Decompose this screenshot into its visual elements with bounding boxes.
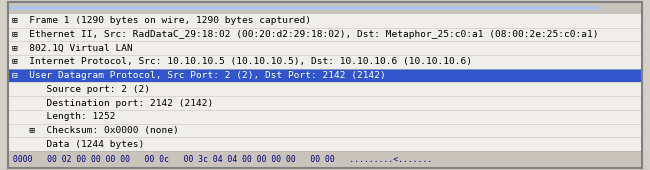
FancyBboxPatch shape: [8, 124, 642, 137]
FancyBboxPatch shape: [8, 96, 642, 110]
FancyBboxPatch shape: [10, 6, 600, 10]
FancyBboxPatch shape: [8, 14, 642, 28]
Text: ⊞  Ethernet II, Src: RadDataC_29:18:02 (00:20:d2:29:18:02), Dst: Metaphor_25:c0:: ⊞ Ethernet II, Src: RadDataC_29:18:02 (0…: [12, 30, 598, 39]
Text: Length: 1252: Length: 1252: [12, 112, 115, 121]
Text: Data (1244 bytes): Data (1244 bytes): [12, 140, 144, 149]
FancyBboxPatch shape: [8, 137, 642, 151]
FancyBboxPatch shape: [8, 69, 642, 82]
Text: ⊞  Frame 1 (1290 bytes on wire, 1290 bytes captured): ⊞ Frame 1 (1290 bytes on wire, 1290 byte…: [12, 16, 311, 25]
Text: ⊟  User Datagram Protocol, Src Port: 2 (2), Dst Port: 2142 (2142): ⊟ User Datagram Protocol, Src Port: 2 (2…: [12, 71, 385, 80]
FancyBboxPatch shape: [8, 55, 642, 69]
Text: Source port: 2 (2): Source port: 2 (2): [12, 85, 150, 94]
Text: ⊞  Internet Protocol, Src: 10.10.10.5 (10.10.10.5), Dst: 10.10.10.6 (10.10.10.6): ⊞ Internet Protocol, Src: 10.10.10.5 (10…: [12, 57, 472, 66]
FancyBboxPatch shape: [8, 110, 642, 124]
Text: ⊞  802.1Q Virtual LAN: ⊞ 802.1Q Virtual LAN: [12, 44, 133, 53]
FancyBboxPatch shape: [8, 151, 642, 168]
FancyBboxPatch shape: [8, 2, 642, 168]
FancyBboxPatch shape: [8, 28, 642, 41]
FancyBboxPatch shape: [8, 2, 642, 14]
FancyBboxPatch shape: [8, 41, 642, 55]
Text: ⊞  Checksum: 0x0000 (none): ⊞ Checksum: 0x0000 (none): [12, 126, 179, 135]
FancyBboxPatch shape: [8, 82, 642, 96]
Text: Destination port: 2142 (2142): Destination port: 2142 (2142): [12, 98, 213, 107]
Text: 0000   00 02 00 00 00 00   00 0c   00 3c 04 04 00 00 00 00   00 00   .........<.: 0000 00 02 00 00 00 00 00 0c 00 3c 04 04…: [13, 155, 432, 164]
